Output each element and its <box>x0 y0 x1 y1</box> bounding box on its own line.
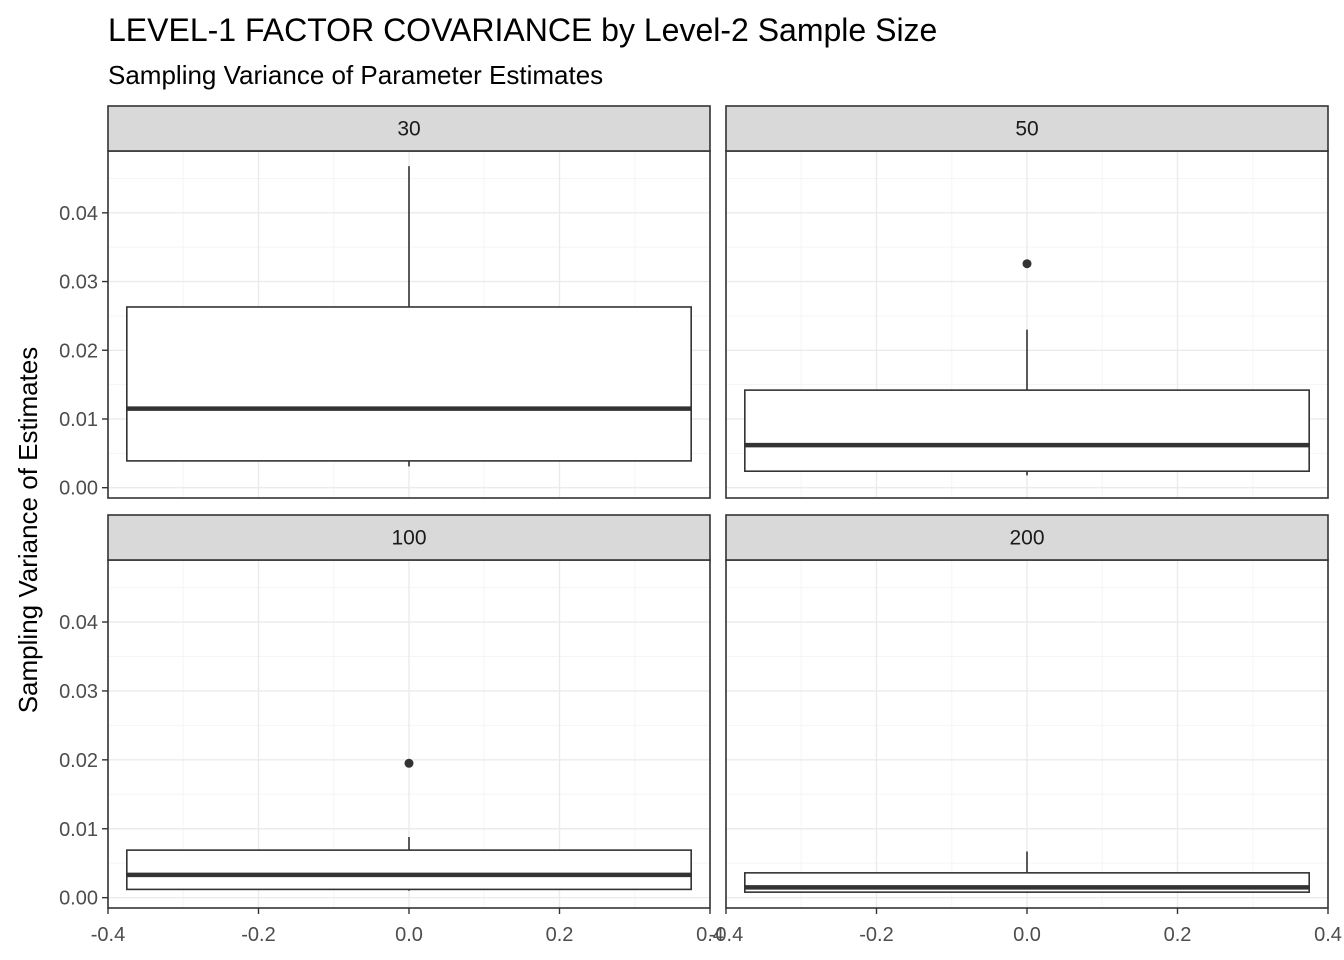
x-tick-label: -0.4 <box>709 924 743 946</box>
y-axis-title: Sampling Variance of Estimates <box>13 347 43 714</box>
x-tick-label: 0.4 <box>696 924 724 946</box>
facet-strip-label: 30 <box>397 118 420 141</box>
x-tick-label: 0.2 <box>546 924 574 946</box>
facet-panels: 300.000.010.020.030.04501000.000.010.020… <box>59 105 1342 946</box>
facet-strip <box>107 105 711 152</box>
facet-strip-label: 50 <box>1015 118 1038 141</box>
box-iqr <box>744 389 1310 473</box>
x-tick-label: 0.0 <box>395 924 423 946</box>
facet-panel-200: 200 -0.4 -0.2 0.0 0.2 0.4 <box>709 514 1342 946</box>
facet-strip-label: 100 <box>391 527 426 550</box>
y-tick-label: 0.00 <box>59 888 98 910</box>
chart-subtitle: Sampling Variance of Parameter Estimates <box>108 60 603 90</box>
y-tick-label: 0.00 <box>59 478 98 500</box>
y-tick-label: 0.01 <box>59 819 98 841</box>
x-tick-label: -0.4 <box>91 924 125 946</box>
y-tick-label: 0.03 <box>59 681 98 703</box>
facet-strip <box>725 514 1329 561</box>
x-tick-label: 0.2 <box>1164 924 1192 946</box>
y-tick-label: 0.04 <box>59 203 98 225</box>
box-iqr <box>126 306 692 462</box>
y-tick-label: 0.02 <box>59 750 98 772</box>
x-tick-label: -0.2 <box>241 924 275 946</box>
x-tick-label: 0.4 <box>1314 924 1342 946</box>
facet-panel-100: 100 0.00 0.01 0.02 0.03 0.04 -0.4 -0.2 0.0 0.2 0.4 <box>59 514 724 946</box>
facet-panel-50: 50 <box>725 105 1329 499</box>
facet-strip <box>107 514 711 561</box>
outlier-point <box>404 758 414 768</box>
y-tick-label: 0.02 <box>59 340 98 362</box>
x-tick-label: -0.2 <box>859 924 893 946</box>
outlier-point <box>1022 259 1032 269</box>
facet-panel-30: 30 0.00 0.01 0.02 0.03 0.04 <box>59 105 711 500</box>
box-iqr <box>126 849 692 891</box>
facet-strip-label: 200 <box>1009 527 1044 550</box>
y-tick-label: 0.03 <box>59 272 98 294</box>
facet-strip <box>725 105 1329 152</box>
y-tick-label: 0.04 <box>59 612 98 634</box>
x-tick-label: 0.0 <box>1013 924 1041 946</box>
y-tick-label: 0.01 <box>59 409 98 431</box>
chart-title: LEVEL-1 FACTOR COVARIANCE by Level-2 Sam… <box>108 12 937 48</box>
